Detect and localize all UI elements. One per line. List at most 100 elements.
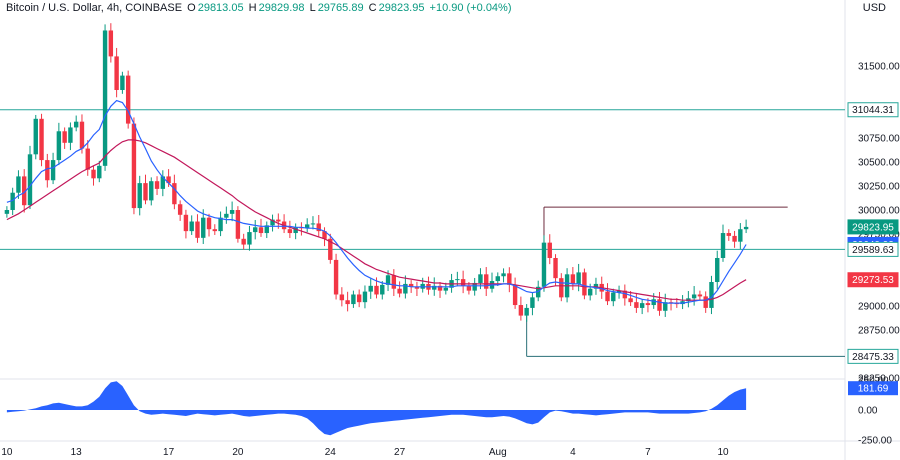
open-value: 29813.05 [197,2,244,14]
candle-body [22,176,27,206]
candle-body [45,160,50,181]
candle-body [587,288,593,296]
candle-body [466,285,472,291]
candle-body [137,183,142,209]
candle-body [605,291,610,302]
candle-body [195,221,200,238]
candle-body [691,294,697,299]
candle-body [224,213,229,218]
candle-body [247,232,252,245]
high-value: 29829.98 [258,2,305,14]
candle-body [484,274,489,289]
candle-body [726,233,731,236]
candle-body [50,160,56,181]
price-tag-box [847,241,899,257]
price-tick-label: 28250.00 [858,374,900,385]
candle-body [177,204,183,215]
candle-body [253,227,258,233]
candle-body [530,297,535,308]
oscillator-tick-label: 250.00 [858,376,889,387]
candle-body [507,273,512,285]
candle-body [131,123,137,209]
time-tick-label: Aug [489,447,507,458]
candle-body [720,233,726,258]
candle-body [97,165,102,179]
candle-body [541,242,547,287]
price-tag-box [847,102,899,118]
time-tick-label: 4 [570,447,576,458]
candle-body [374,285,379,295]
candle-body [241,238,246,245]
price-tag: 29589.63 [847,241,899,257]
candle-body [339,294,345,301]
candle-body [715,258,720,282]
price-tick-label: 29750.00 [858,230,900,241]
ma-fast-line [6,99,747,304]
candle-body [645,303,651,306]
candle-body [472,282,477,291]
candle-body [258,227,264,234]
candle-body [108,30,114,57]
symbol-title: Bitcoin / U.S. Dollar, 4h, COINBASE [6,2,183,14]
candle-body [697,294,703,297]
time-tick-label: 10 [717,447,729,458]
candle-body [732,235,737,242]
candle-body [293,227,298,234]
time-tick-label: 10 [1,447,13,458]
candle-body [10,192,15,210]
time-tick-label: 24 [325,447,337,458]
candle-body [414,286,420,289]
price-tag: 29273.53 [847,272,899,288]
low-label: L [309,2,316,14]
price-tick-label: 29000.00 [858,302,900,313]
close-label: C [368,2,377,14]
candle-body [559,278,564,298]
candle-body [85,148,90,170]
candle-body [380,284,385,295]
price-tag-box [847,348,899,364]
candle-body [333,259,339,295]
change-value: +10.90 (+0.04%) [429,2,512,14]
price-tag-text: 31044.31 [852,105,894,116]
low-value: 29765.89 [317,2,364,14]
candle-body [391,275,397,289]
candle-body [33,118,38,155]
candle-body [56,131,62,161]
candle-body [582,272,587,296]
candle-body [229,210,235,214]
oscillator-tag-text: 181.69 [858,384,889,395]
candle-body [478,274,483,283]
price-tag-text: 29589.63 [852,245,894,256]
oscillator-tick-label: -250.00 [858,436,892,447]
candle-body [512,284,518,306]
candle-body [102,30,108,166]
candle-body [622,290,628,299]
candle-body [368,285,373,292]
currency-label[interactable]: USD [862,2,886,14]
candle-body [73,121,79,128]
candle-body [264,225,269,234]
price-tick-label: 30250.00 [858,182,900,193]
oscillator-area [6,381,747,436]
candle-body [189,221,194,232]
candle-body [443,287,449,291]
candle-body [79,121,85,149]
candle-body [304,224,310,229]
candle-body [287,229,293,234]
candle-body [709,282,714,308]
candle-body [39,118,44,161]
price-tick-label: 30000.00 [858,206,900,217]
time-tick-label: 17 [163,447,175,458]
time-tick-label: 27 [394,447,406,458]
candle-body [495,276,500,282]
candle-body [160,176,166,189]
candle-body [345,300,350,305]
candle-body [143,183,148,201]
candle-body [212,229,217,232]
candle-body [4,210,10,214]
price-tick-label: 31500.00 [858,62,900,73]
candle-body [611,292,616,302]
candle-body [524,307,529,316]
candle-body [738,229,743,242]
